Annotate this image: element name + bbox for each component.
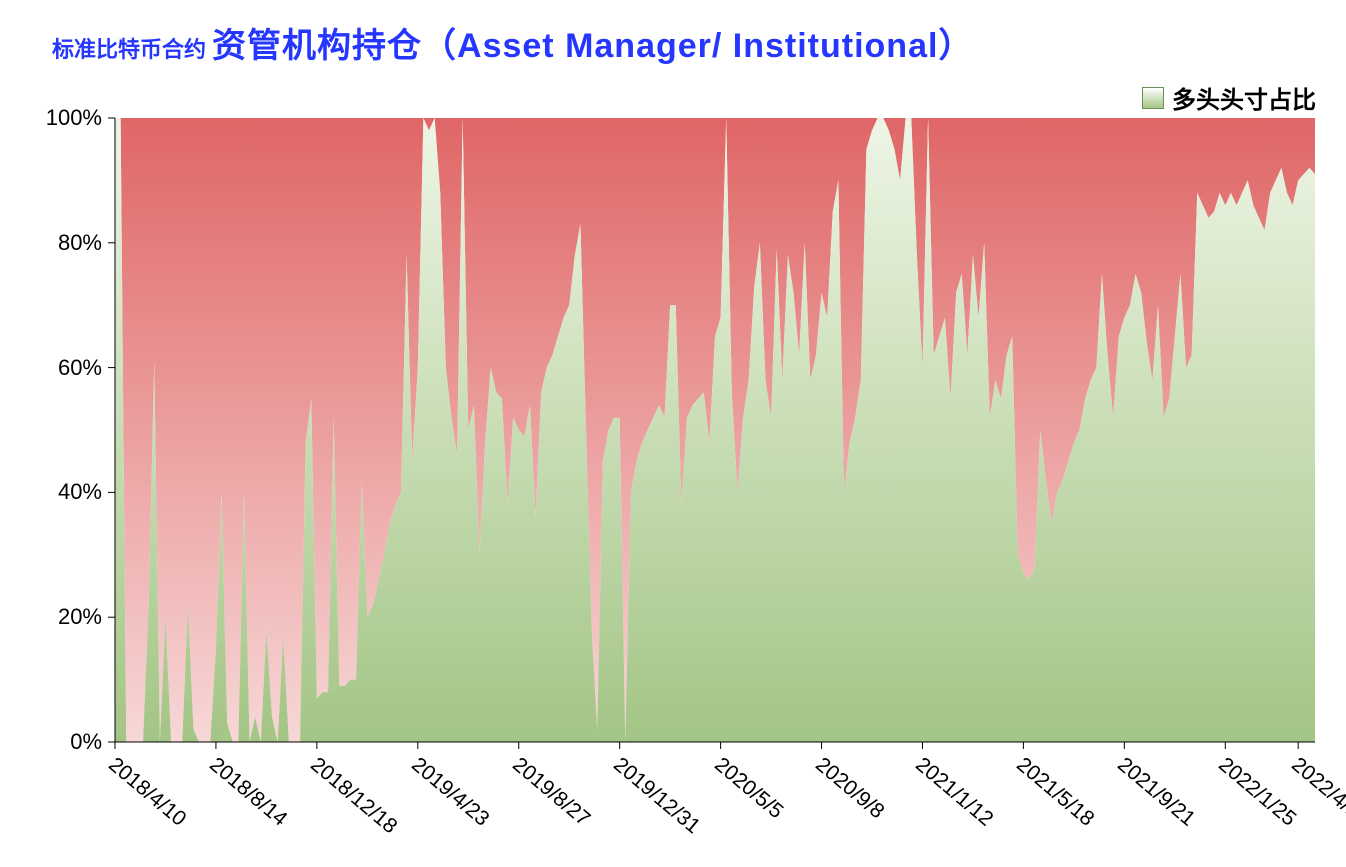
chart-svg (0, 0, 1346, 867)
chart-container: 标准比特币合约资管机构持仓（Asset Manager/ Institution… (0, 0, 1346, 867)
y-tick-label: 100% (0, 105, 102, 131)
y-tick-label: 80% (0, 230, 102, 256)
y-tick-label: 40% (0, 479, 102, 505)
y-tick-label: 0% (0, 729, 102, 755)
y-tick-label: 60% (0, 355, 102, 381)
y-tick-label: 20% (0, 604, 102, 630)
